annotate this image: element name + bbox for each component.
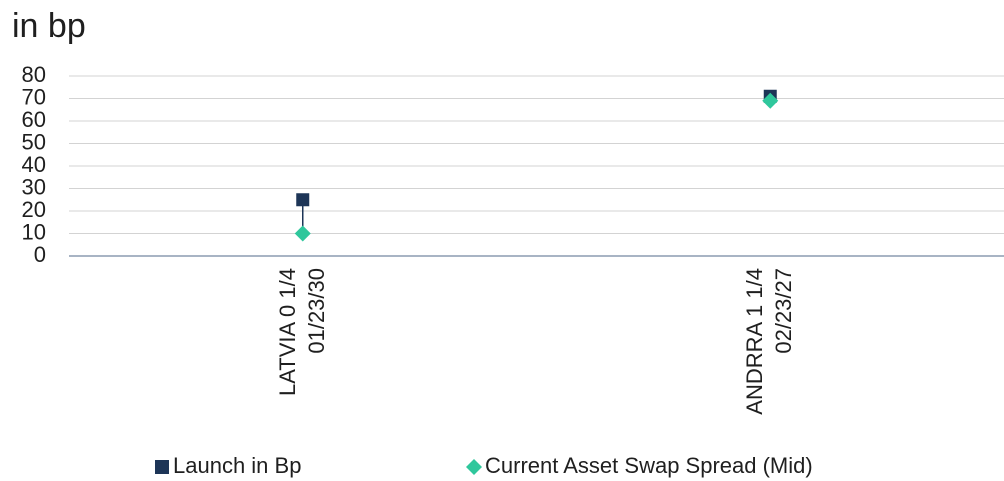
y-tick-label: 0 — [34, 242, 46, 267]
y-tick-label: 60 — [22, 107, 46, 132]
legend-marker — [155, 460, 169, 474]
chart-title: in bp — [12, 7, 86, 45]
y-tick-label: 10 — [22, 219, 46, 244]
launch-marker — [296, 193, 310, 207]
legend-label: Launch in Bp — [173, 453, 301, 478]
legend-marker — [466, 459, 482, 475]
asw-marker — [762, 92, 779, 109]
y-tick-label: 80 — [22, 62, 46, 87]
x-tick-label: LATVIA 0 1/4 01/23/30 — [274, 268, 329, 397]
asw-marker — [294, 225, 311, 242]
y-tick-label: 20 — [22, 197, 46, 222]
y-tick-label: 70 — [22, 84, 46, 109]
y-tick-label: 40 — [22, 152, 46, 177]
y-tick-label: 50 — [22, 129, 46, 154]
x-tick-label: ANDRRA 1 1/4 02/23/27 — [742, 268, 797, 415]
legend-label: Current Asset Swap Spread (Mid) — [485, 453, 813, 478]
y-tick-label: 30 — [22, 174, 46, 199]
